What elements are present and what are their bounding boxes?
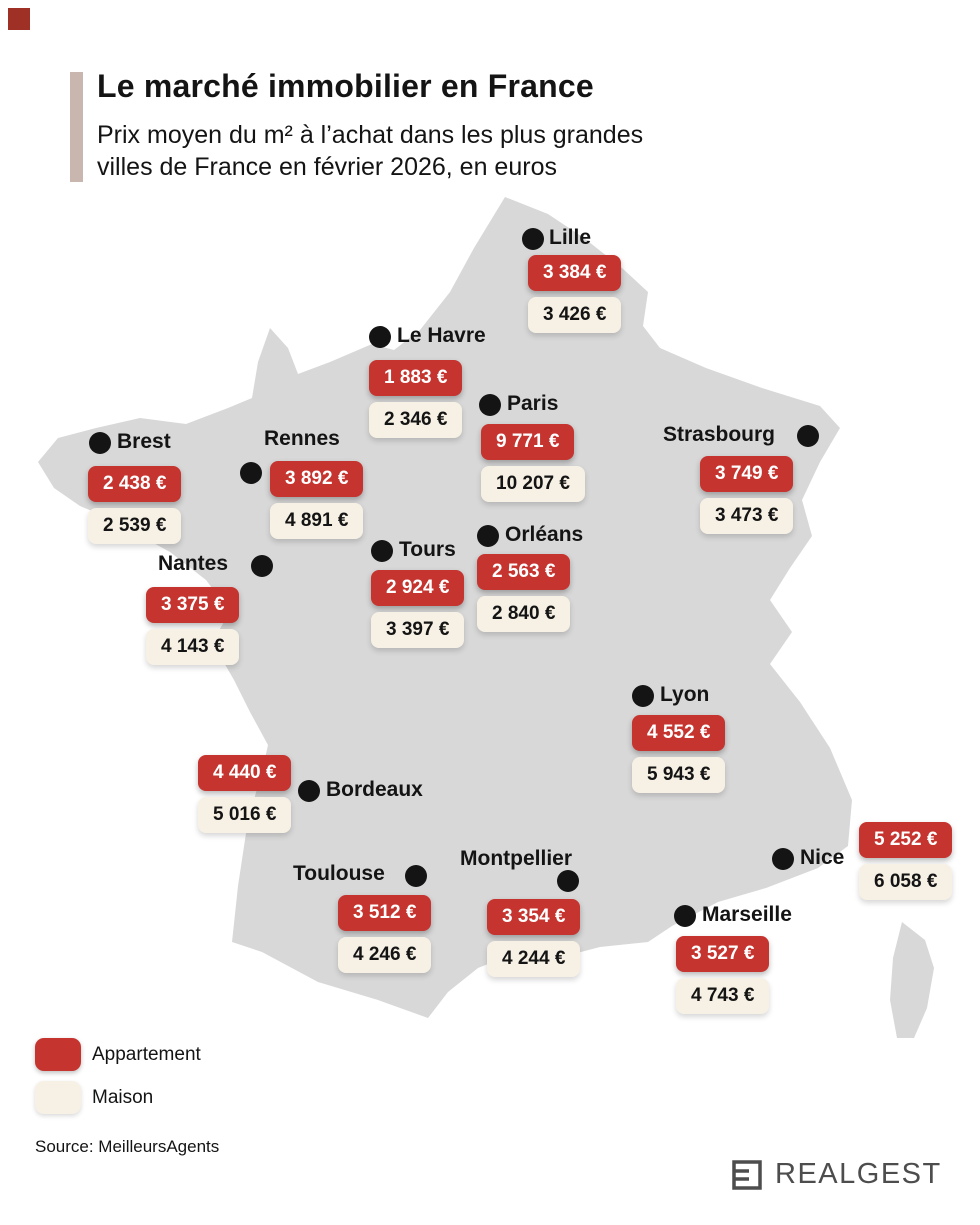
house-price-badge: 2 840 €: [477, 596, 571, 632]
apartment-price-badge: 3 749 €: [700, 456, 794, 492]
apartment-price-badge: 9 771 €: [481, 424, 575, 460]
apartment-price-badge: 4 440 €: [198, 755, 292, 791]
apartment-price-badge: 3 354 €: [487, 899, 581, 935]
city-name: Le Havre: [397, 324, 486, 347]
city-name: Strasbourg: [663, 423, 776, 446]
apartment-price-badge: 1 883 €: [369, 360, 463, 396]
house-price-badge: 4 143 €: [146, 629, 240, 665]
apartment-price-badge: 3 892 €: [270, 461, 364, 497]
city-name: Montpellier: [460, 847, 573, 870]
apartment-price-badge: 3 512 €: [338, 895, 432, 931]
apartment-price-badge: 3 384 €: [528, 255, 622, 291]
house-price-badge: 10 207 €: [481, 466, 585, 502]
house-price-badge: 3 397 €: [371, 612, 465, 648]
apartment-price-badge: 4 552 €: [632, 715, 726, 751]
city-dot: [369, 326, 391, 348]
apartment-price-badge: 3 527 €: [676, 936, 770, 972]
legend-apartment-swatch: [35, 1038, 81, 1071]
realgest-logo-text: REALGEST: [775, 1158, 942, 1190]
apartment-price-badge: 2 438 €: [88, 466, 182, 502]
city-dot: [674, 905, 696, 927]
city-name: Paris: [507, 392, 559, 415]
apartment-price-badge: 5 252 €: [859, 822, 953, 858]
realgest-logo-icon: [732, 1159, 762, 1190]
house-price-badge: 2 346 €: [369, 402, 463, 438]
house-price-badge: 4 244 €: [487, 941, 581, 977]
legend-house-label: Maison: [92, 1087, 154, 1108]
city-dot: [557, 870, 579, 892]
city-name: Lyon: [660, 683, 710, 706]
house-price-badge: 4 891 €: [270, 503, 364, 539]
realgest-logo: REALGEST: [731, 1158, 942, 1191]
apartment-price-badge: 3 375 €: [146, 587, 240, 623]
house-price-badge: 2 539 €: [88, 508, 182, 544]
city-name: Bordeaux: [326, 778, 423, 801]
france-mainland-shape: [38, 197, 852, 1018]
city-dot: [298, 780, 320, 802]
source-text: Source: MeilleursAgents: [35, 1137, 220, 1156]
city-name: Tours: [399, 538, 456, 561]
apartment-price-badge: 2 563 €: [477, 554, 571, 590]
city-dot: [371, 540, 393, 562]
brand-square: [8, 8, 30, 30]
city-name: Lille: [549, 226, 592, 249]
page-subtitle: Prix moyen du m² à l’achat dans les plus…: [97, 121, 644, 181]
house-price-badge: 3 426 €: [528, 297, 622, 333]
city-dot: [240, 462, 262, 484]
city-dot: [772, 848, 794, 870]
title-accent-bar: [70, 72, 83, 182]
city-name: Marseille: [702, 903, 792, 926]
city-name: Nantes: [158, 552, 229, 575]
city-name: Orléans: [505, 523, 584, 546]
city-name: Toulouse: [293, 862, 385, 885]
legend-apartment-label: Appartement: [92, 1044, 201, 1065]
corsica-shape: [890, 922, 934, 1038]
house-price-badge: 6 058 €: [859, 864, 953, 900]
city-dot: [89, 432, 111, 454]
city-name: Rennes: [264, 427, 340, 450]
house-price-badge: 3 473 €: [700, 498, 794, 534]
city-dot: [632, 685, 654, 707]
house-price-badge: 5 943 €: [632, 757, 726, 793]
page-title: Le marché immobilier en France: [97, 68, 594, 104]
city-dot: [477, 525, 499, 547]
city-name: Nice: [800, 846, 845, 869]
house-price-badge: 5 016 €: [198, 797, 292, 833]
city-dot: [479, 394, 501, 416]
city-dot: [522, 228, 544, 250]
house-price-badge: 4 743 €: [676, 978, 770, 1014]
city-dot: [405, 865, 427, 887]
city-dot: [797, 425, 819, 447]
city-name: Brest: [117, 430, 171, 453]
legend-house-swatch: [35, 1081, 81, 1114]
house-price-badge: 4 246 €: [338, 937, 432, 973]
apartment-price-badge: 2 924 €: [371, 570, 465, 606]
city-dot: [251, 555, 273, 577]
